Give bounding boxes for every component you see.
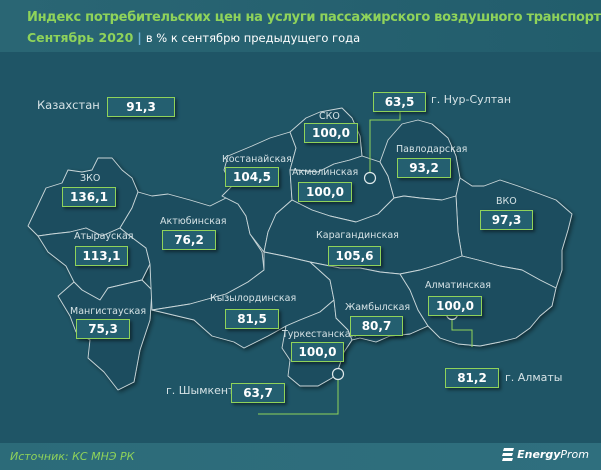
region-value-mangystau: 75,3 (76, 319, 130, 339)
city-value-shymkent: 63,7 (231, 383, 285, 403)
city-marker-shymkent (331, 367, 345, 381)
region-value-vko: 97,3 (480, 210, 533, 230)
region-label-zko: ЗКО (80, 173, 101, 184)
region-label-turkestan: Туркестанская (282, 329, 357, 340)
region-label-aktobe: Актюбинская (160, 216, 227, 227)
city-value-nursultan: 63,5 (373, 92, 426, 112)
region-label-karaganda: Карагандинская (316, 230, 399, 241)
region-value-kyzylorda: 81,5 (225, 309, 279, 329)
unit-label: в % к сентябрю предыдущего года (145, 31, 361, 45)
subtitle: Сентябрь 2020 | в % к сентябрю предыдущего… (27, 30, 360, 45)
national-label: Казахстан (37, 98, 100, 112)
region-label-sko: СКО (319, 111, 340, 122)
region-label-atyrau: Атырауская (74, 231, 134, 242)
period: Сентябрь 2020 (27, 30, 134, 45)
region-value-pavlodar: 93,2 (397, 158, 451, 178)
region-value-zko: 136,1 (62, 187, 116, 207)
region-label-pavlodar: Павлодарская (396, 144, 468, 155)
region-value-turkestan: 100,0 (291, 342, 344, 362)
region-label-zhambyl: Жамбылская (345, 302, 411, 313)
region-label-mangystau: Мангистауская (70, 306, 147, 317)
region-value-sko: 100,0 (304, 123, 358, 143)
logo-text-rest: Prom (560, 448, 589, 461)
region-label-almaty-region: Алматинская (425, 280, 491, 291)
leader-line-shymkent (258, 380, 339, 415)
city-label-shymkent: г. Шымкент (166, 384, 235, 397)
leader-line-almaty (451, 320, 473, 347)
region-aktobe (119, 191, 265, 311)
region-value-atyrau: 113,1 (75, 246, 128, 266)
separator: | (137, 30, 142, 45)
region-label-vko: ВКО (496, 196, 517, 207)
header: Индекс потребительских цен на услуги пас… (0, 0, 601, 52)
city-value-almaty: 81,2 (445, 368, 499, 388)
page-title: Индекс потребительских цен на услуги пас… (27, 10, 601, 25)
city-label-almaty: г. Алматы (505, 371, 563, 384)
region-value-karaganda: 105,6 (328, 246, 381, 266)
energyprom-logo-icon (502, 448, 515, 461)
region-label-kyzylorda: Кызылординская (210, 293, 297, 304)
energyprom-logo: EnergyProm (502, 448, 589, 461)
city-marker-nursultan (363, 171, 377, 185)
region-label-kostanay: Костанайская (222, 154, 292, 165)
city-label-nursultan: г. Нур-Султан (431, 93, 512, 106)
footer: Источник: КС МНЭ РК EnergyProm (0, 443, 601, 470)
region-value-kostanay: 104,5 (225, 167, 279, 187)
logo-text-bold: Energy (517, 448, 561, 461)
region-value-akmola: 100,0 (298, 182, 352, 202)
region-value-aktobe: 76,2 (162, 230, 216, 250)
region-value-zhambyl: 80,7 (350, 316, 403, 336)
source-note: Источник: КС МНЭ РК (10, 450, 135, 463)
national-value: 91,3 (107, 97, 175, 117)
leader-line-nursultan (369, 110, 401, 172)
region-value-almaty-region: 100,0 (428, 296, 482, 316)
region-label-akmola: Акмолинская (292, 167, 359, 178)
